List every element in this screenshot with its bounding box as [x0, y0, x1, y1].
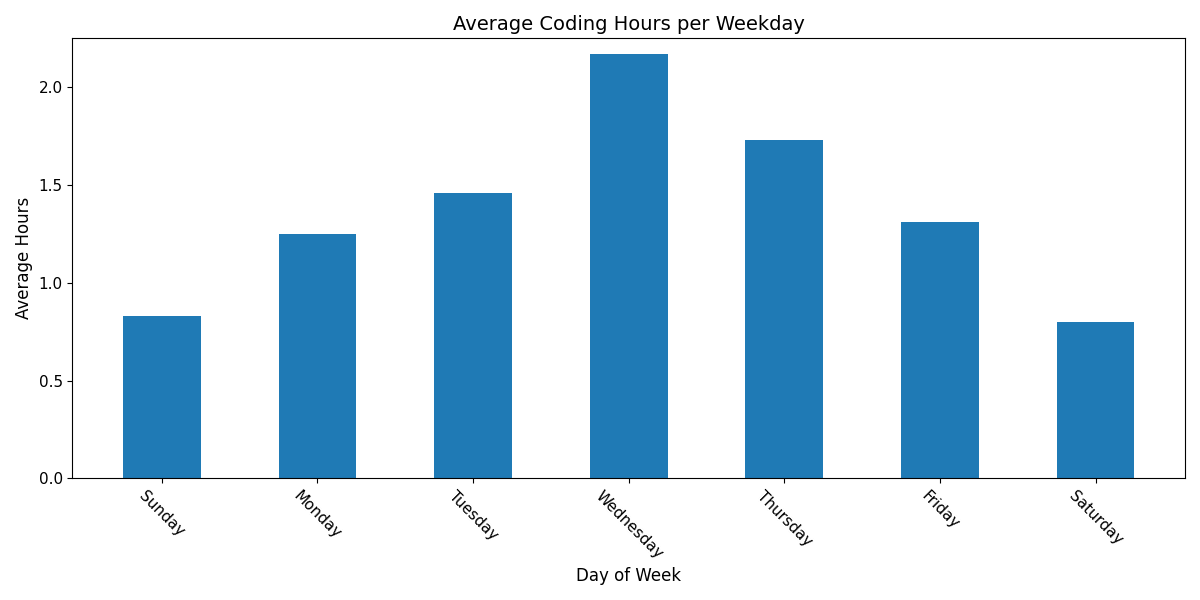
Bar: [278, 234, 356, 478]
Bar: [745, 140, 823, 478]
Bar: [589, 54, 667, 478]
Bar: [1057, 322, 1134, 478]
Bar: [901, 222, 979, 478]
Bar: [434, 193, 512, 478]
X-axis label: Day of Week: Day of Week: [576, 567, 682, 585]
Title: Average Coding Hours per Weekday: Average Coding Hours per Weekday: [452, 15, 805, 34]
Bar: [122, 316, 200, 478]
Y-axis label: Average Hours: Average Hours: [16, 197, 34, 319]
